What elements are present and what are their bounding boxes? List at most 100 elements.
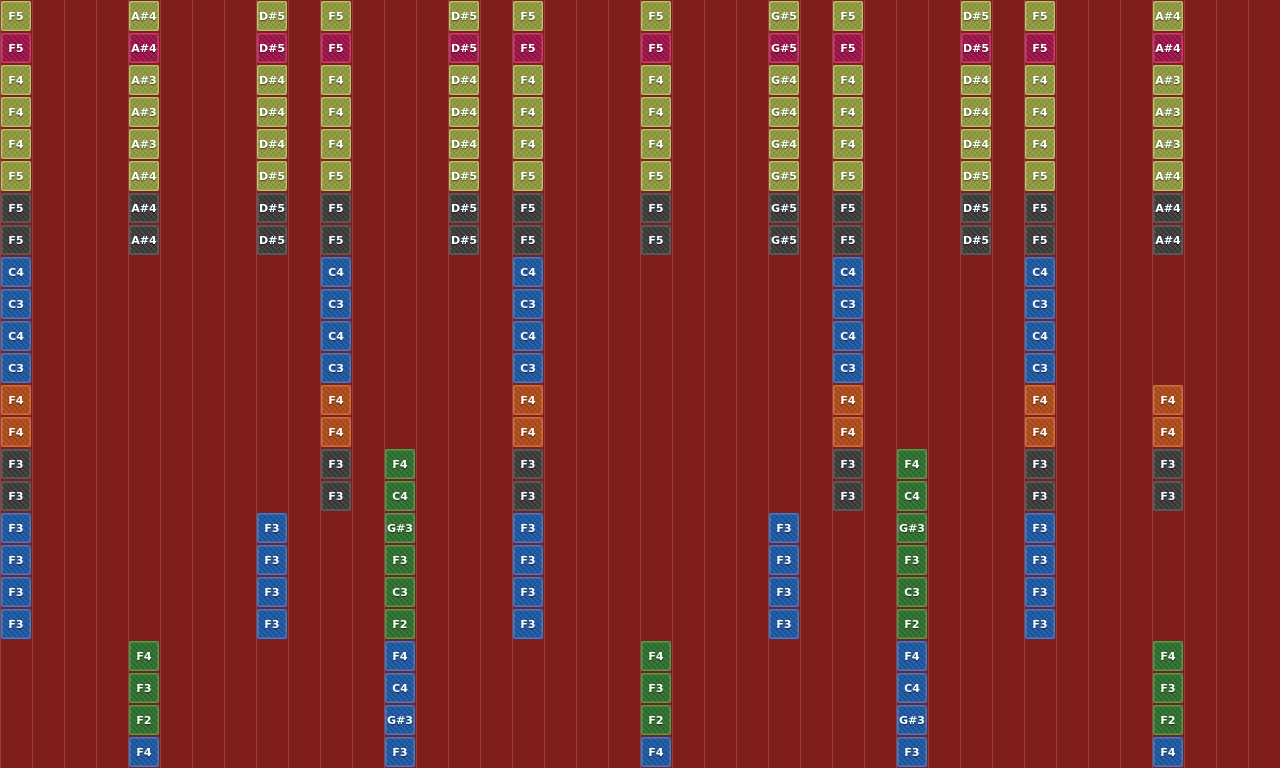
note-cell[interactable]: D#5 bbox=[449, 225, 479, 255]
note-cell[interactable]: D#4 bbox=[449, 65, 479, 95]
note-cell[interactable]: F4 bbox=[1153, 385, 1183, 415]
note-cell[interactable]: F5 bbox=[513, 1, 543, 31]
note-cell[interactable]: F4 bbox=[1, 97, 31, 127]
note-cell[interactable]: G#3 bbox=[897, 513, 927, 543]
note-cell[interactable]: D#4 bbox=[257, 129, 287, 159]
note-cell[interactable]: F3 bbox=[513, 481, 543, 511]
note-cell[interactable]: F4 bbox=[321, 417, 351, 447]
note-cell[interactable]: F5 bbox=[1025, 161, 1055, 191]
note-cell[interactable]: C3 bbox=[833, 289, 863, 319]
note-cell[interactable]: C3 bbox=[1, 353, 31, 383]
note-cell[interactable]: A#3 bbox=[129, 97, 159, 127]
note-cell[interactable]: F3 bbox=[897, 545, 927, 575]
note-cell[interactable]: F3 bbox=[769, 513, 799, 543]
note-cell[interactable]: A#4 bbox=[1153, 193, 1183, 223]
note-cell[interactable]: C4 bbox=[833, 321, 863, 351]
note-cell[interactable]: F2 bbox=[385, 609, 415, 639]
note-cell[interactable]: A#4 bbox=[129, 161, 159, 191]
note-cell[interactable]: C3 bbox=[1, 289, 31, 319]
note-cell[interactable]: C3 bbox=[833, 353, 863, 383]
note-cell[interactable]: F4 bbox=[833, 417, 863, 447]
note-cell[interactable]: F4 bbox=[641, 737, 671, 767]
note-cell[interactable]: A#4 bbox=[1153, 225, 1183, 255]
note-cell[interactable]: F5 bbox=[833, 1, 863, 31]
note-cell[interactable]: A#3 bbox=[1153, 65, 1183, 95]
note-cell[interactable]: F5 bbox=[321, 33, 351, 63]
note-cell[interactable]: D#5 bbox=[257, 225, 287, 255]
note-cell[interactable]: F4 bbox=[513, 385, 543, 415]
note-cell[interactable]: F3 bbox=[513, 513, 543, 543]
note-cell[interactable]: F5 bbox=[513, 193, 543, 223]
note-cell[interactable]: D#4 bbox=[257, 65, 287, 95]
note-cell[interactable]: F4 bbox=[321, 385, 351, 415]
note-cell[interactable]: D#5 bbox=[961, 1, 991, 31]
note-cell[interactable]: C4 bbox=[897, 481, 927, 511]
note-cell[interactable]: F5 bbox=[1, 33, 31, 63]
note-cell[interactable]: F5 bbox=[833, 161, 863, 191]
note-cell[interactable]: F3 bbox=[257, 513, 287, 543]
note-cell[interactable]: F3 bbox=[129, 673, 159, 703]
note-cell[interactable]: F4 bbox=[1025, 417, 1055, 447]
note-cell[interactable]: F2 bbox=[897, 609, 927, 639]
note-cell[interactable]: G#4 bbox=[769, 97, 799, 127]
note-cell[interactable]: C3 bbox=[513, 353, 543, 383]
note-cell[interactable]: G#4 bbox=[769, 65, 799, 95]
note-cell[interactable]: A#4 bbox=[129, 225, 159, 255]
note-cell[interactable]: D#4 bbox=[961, 97, 991, 127]
note-cell[interactable]: C3 bbox=[513, 289, 543, 319]
note-cell[interactable]: F4 bbox=[321, 97, 351, 127]
note-cell[interactable]: F3 bbox=[1025, 513, 1055, 543]
note-cell[interactable]: G#5 bbox=[769, 193, 799, 223]
note-cell[interactable]: F3 bbox=[513, 449, 543, 479]
note-cell[interactable]: F3 bbox=[257, 609, 287, 639]
note-cell[interactable]: D#4 bbox=[961, 129, 991, 159]
note-cell[interactable]: G#4 bbox=[769, 129, 799, 159]
note-cell[interactable]: F4 bbox=[641, 641, 671, 671]
note-cell[interactable]: D#5 bbox=[961, 193, 991, 223]
note-cell[interactable]: F3 bbox=[833, 481, 863, 511]
note-cell[interactable]: C3 bbox=[1025, 289, 1055, 319]
note-cell[interactable]: C3 bbox=[897, 577, 927, 607]
note-cell[interactable]: A#4 bbox=[1153, 33, 1183, 63]
note-cell[interactable]: F4 bbox=[1, 417, 31, 447]
note-cell[interactable]: F5 bbox=[833, 193, 863, 223]
note-cell[interactable]: F4 bbox=[1, 385, 31, 415]
note-cell[interactable]: F4 bbox=[833, 129, 863, 159]
note-cell[interactable]: F2 bbox=[129, 705, 159, 735]
note-cell[interactable]: C4 bbox=[321, 257, 351, 287]
note-cell[interactable]: D#5 bbox=[449, 161, 479, 191]
note-cell[interactable]: F3 bbox=[1, 481, 31, 511]
note-cell[interactable]: F5 bbox=[641, 193, 671, 223]
note-cell[interactable]: F5 bbox=[833, 33, 863, 63]
note-cell[interactable]: F2 bbox=[641, 705, 671, 735]
note-cell[interactable]: D#4 bbox=[449, 129, 479, 159]
note-cell[interactable]: F5 bbox=[833, 225, 863, 255]
note-cell[interactable]: F3 bbox=[1, 449, 31, 479]
note-cell[interactable]: D#5 bbox=[449, 1, 479, 31]
note-cell[interactable]: A#3 bbox=[1153, 129, 1183, 159]
note-cell[interactable]: A#3 bbox=[1153, 97, 1183, 127]
note-cell[interactable]: F3 bbox=[513, 609, 543, 639]
note-cell[interactable]: F5 bbox=[641, 1, 671, 31]
note-cell[interactable]: F4 bbox=[1153, 417, 1183, 447]
note-cell[interactable]: F3 bbox=[513, 577, 543, 607]
note-cell[interactable]: F3 bbox=[1, 545, 31, 575]
note-cell[interactable]: C4 bbox=[833, 257, 863, 287]
note-cell[interactable]: F5 bbox=[513, 161, 543, 191]
note-cell[interactable]: F3 bbox=[769, 545, 799, 575]
note-cell[interactable]: F3 bbox=[1025, 545, 1055, 575]
note-cell[interactable]: F4 bbox=[1025, 97, 1055, 127]
note-cell[interactable]: F5 bbox=[1025, 193, 1055, 223]
note-cell[interactable]: A#3 bbox=[129, 65, 159, 95]
note-cell[interactable]: F3 bbox=[1025, 609, 1055, 639]
note-cell[interactable]: D#5 bbox=[449, 193, 479, 223]
note-cell[interactable]: A#4 bbox=[1153, 161, 1183, 191]
note-cell[interactable]: F3 bbox=[321, 449, 351, 479]
note-cell[interactable]: F5 bbox=[641, 33, 671, 63]
note-cell[interactable]: F4 bbox=[385, 449, 415, 479]
note-cell[interactable]: G#5 bbox=[769, 33, 799, 63]
note-cell[interactable]: F4 bbox=[641, 129, 671, 159]
note-cell[interactable]: F4 bbox=[833, 385, 863, 415]
note-cell[interactable]: A#4 bbox=[1153, 1, 1183, 31]
